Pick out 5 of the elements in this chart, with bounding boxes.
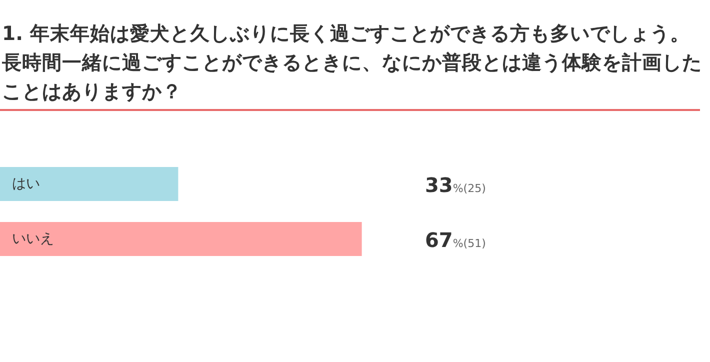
y-tick-label: いいえ — [12, 231, 54, 247]
y-tick-label: はい — [12, 176, 40, 192]
data-label: 33%(25) — [425, 173, 486, 197]
chart-title: 1. 年末年始は愛犬と久しぶりに長く過ごすことができる方も多いでしょう。長時間一緒に過ごすことができるときに、なにか普段とは違う体験を計画したことはありますか？ — [2, 21, 703, 105]
data-label: 67%(51) — [425, 228, 486, 252]
